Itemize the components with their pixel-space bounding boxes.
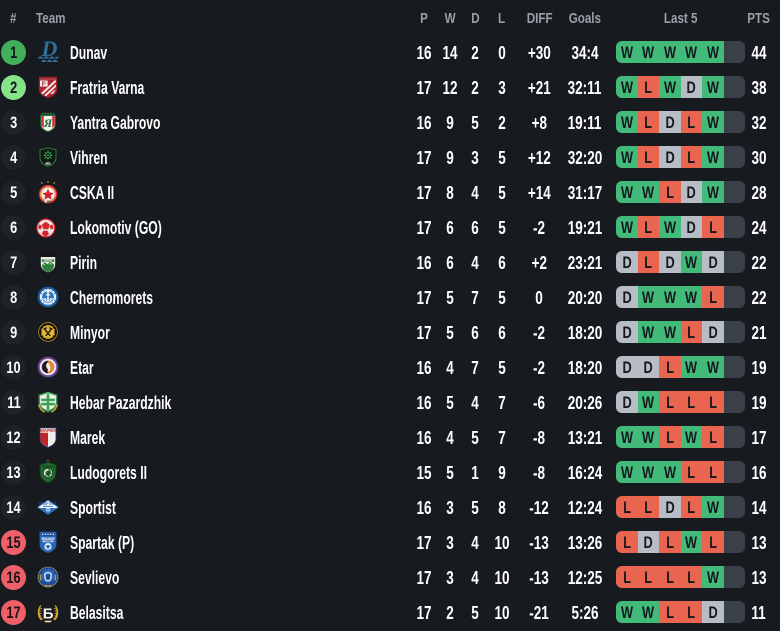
svg-text:Я: Я <box>43 116 53 130</box>
svg-text:100: 100 <box>46 161 51 165</box>
svg-text:СПОРТИСТ: СПОРТИСТ <box>39 502 57 506</box>
svg-text:ПИРИН: ПИРИН <box>44 259 53 262</box>
svg-text:ПЛЕВЕН: ПЛЕВЕН <box>44 541 53 543</box>
svg-text:СПАРТАК: СПАРТАК <box>42 537 54 540</box>
svg-text:F: F <box>42 81 46 88</box>
svg-text:МАРЕК: МАРЕК <box>40 428 56 433</box>
svg-text:D: D <box>41 40 58 61</box>
svg-text:Б: Б <box>43 605 54 622</box>
